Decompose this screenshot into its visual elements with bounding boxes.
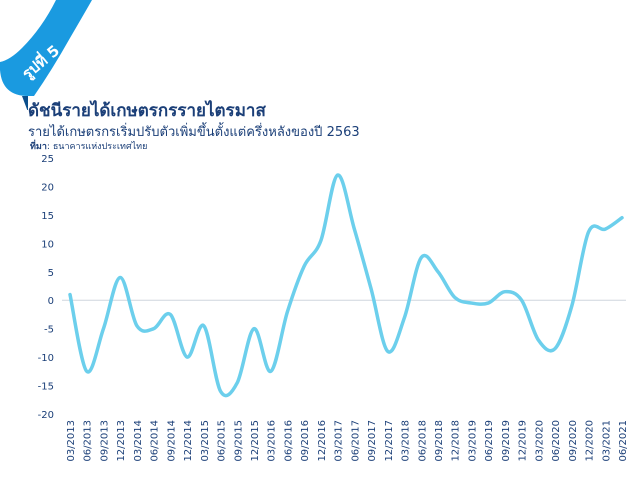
- x-tick-label: 09/2014: [166, 420, 177, 462]
- x-tick-label: 03/2016: [267, 420, 278, 462]
- ribbon-band: [0, 0, 92, 96]
- chart-title: ดัชนีรายได้เกษตรกรรายไตรมาส: [28, 101, 266, 121]
- series-line: [68, 173, 624, 398]
- x-tick-label: 12/2014: [183, 420, 194, 462]
- x-tick-label: 12/2015: [250, 420, 261, 462]
- x-tick-label: 06/2016: [283, 420, 294, 462]
- x-tick-label: 09/2018: [434, 420, 445, 462]
- chart-source: ที่มา: ธนาคารแห่งประเทศไทย: [30, 139, 147, 153]
- x-tick-label: 03/2019: [467, 420, 478, 462]
- x-tick-label: 03/2017: [334, 420, 345, 462]
- x-tick-label: 12/2020: [585, 420, 596, 462]
- x-tick-label: 06/2019: [484, 420, 495, 462]
- y-tick-label: 25: [41, 154, 54, 165]
- x-tick-label: 09/2019: [501, 420, 512, 462]
- x-tick-label: 09/2016: [300, 420, 311, 462]
- x-tick-label: 06/2017: [350, 420, 361, 462]
- x-tick-label: 12/2017: [384, 420, 395, 462]
- x-tick-label: 09/2017: [367, 420, 378, 462]
- x-tick-label: 12/2016: [317, 420, 328, 462]
- source-label: ที่มา: [30, 142, 47, 152]
- x-tick-label: 12/2013: [116, 420, 127, 462]
- chart-subtitle: รายได้เกษตรกรเริ่มปรับตัวเพิ่มขึ้นตั้งแต…: [28, 125, 360, 140]
- badge-ribbon: รูปที่ 5: [0, 0, 92, 110]
- x-tick-label: 06/2020: [551, 420, 562, 462]
- x-tick-label: 03/2013: [66, 420, 77, 462]
- x-tick-label: 03/2021: [601, 420, 612, 462]
- y-tick-label: 10: [41, 239, 54, 250]
- x-tick-label: 06/2021: [618, 420, 629, 462]
- ribbon-fold: [22, 96, 28, 110]
- y-tick-label: 20: [41, 182, 54, 193]
- x-tick-label: 03/2014: [133, 420, 144, 462]
- x-tick-label: 06/2013: [83, 420, 94, 462]
- y-tick-label: -10: [38, 353, 54, 364]
- y-tick-label: -5: [44, 325, 54, 336]
- y-tick-label: -15: [38, 382, 54, 393]
- source-text: : ธนาคารแห่งประเทศไทย: [46, 142, 148, 152]
- x-tick-label: 12/2018: [451, 420, 462, 462]
- x-tick-label: 06/2015: [217, 420, 228, 462]
- x-tick-label: 09/2020: [568, 420, 579, 462]
- x-tick-label: 06/2014: [150, 420, 161, 462]
- x-tick-label: 03/2020: [534, 420, 545, 462]
- x-tick-label: 03/2018: [401, 420, 412, 462]
- y-tick-label: 0: [48, 296, 54, 307]
- y-tick-label: -20: [38, 410, 54, 421]
- x-tick-label: 03/2015: [200, 420, 211, 462]
- y-tick-label: 15: [41, 211, 54, 222]
- y-tick-label: 5: [48, 268, 54, 279]
- x-tick-label: 09/2013: [99, 420, 110, 462]
- x-tick-label: 12/2019: [518, 420, 529, 462]
- x-tick-label: 06/2018: [417, 420, 428, 462]
- x-tick-label: 09/2015: [233, 420, 244, 462]
